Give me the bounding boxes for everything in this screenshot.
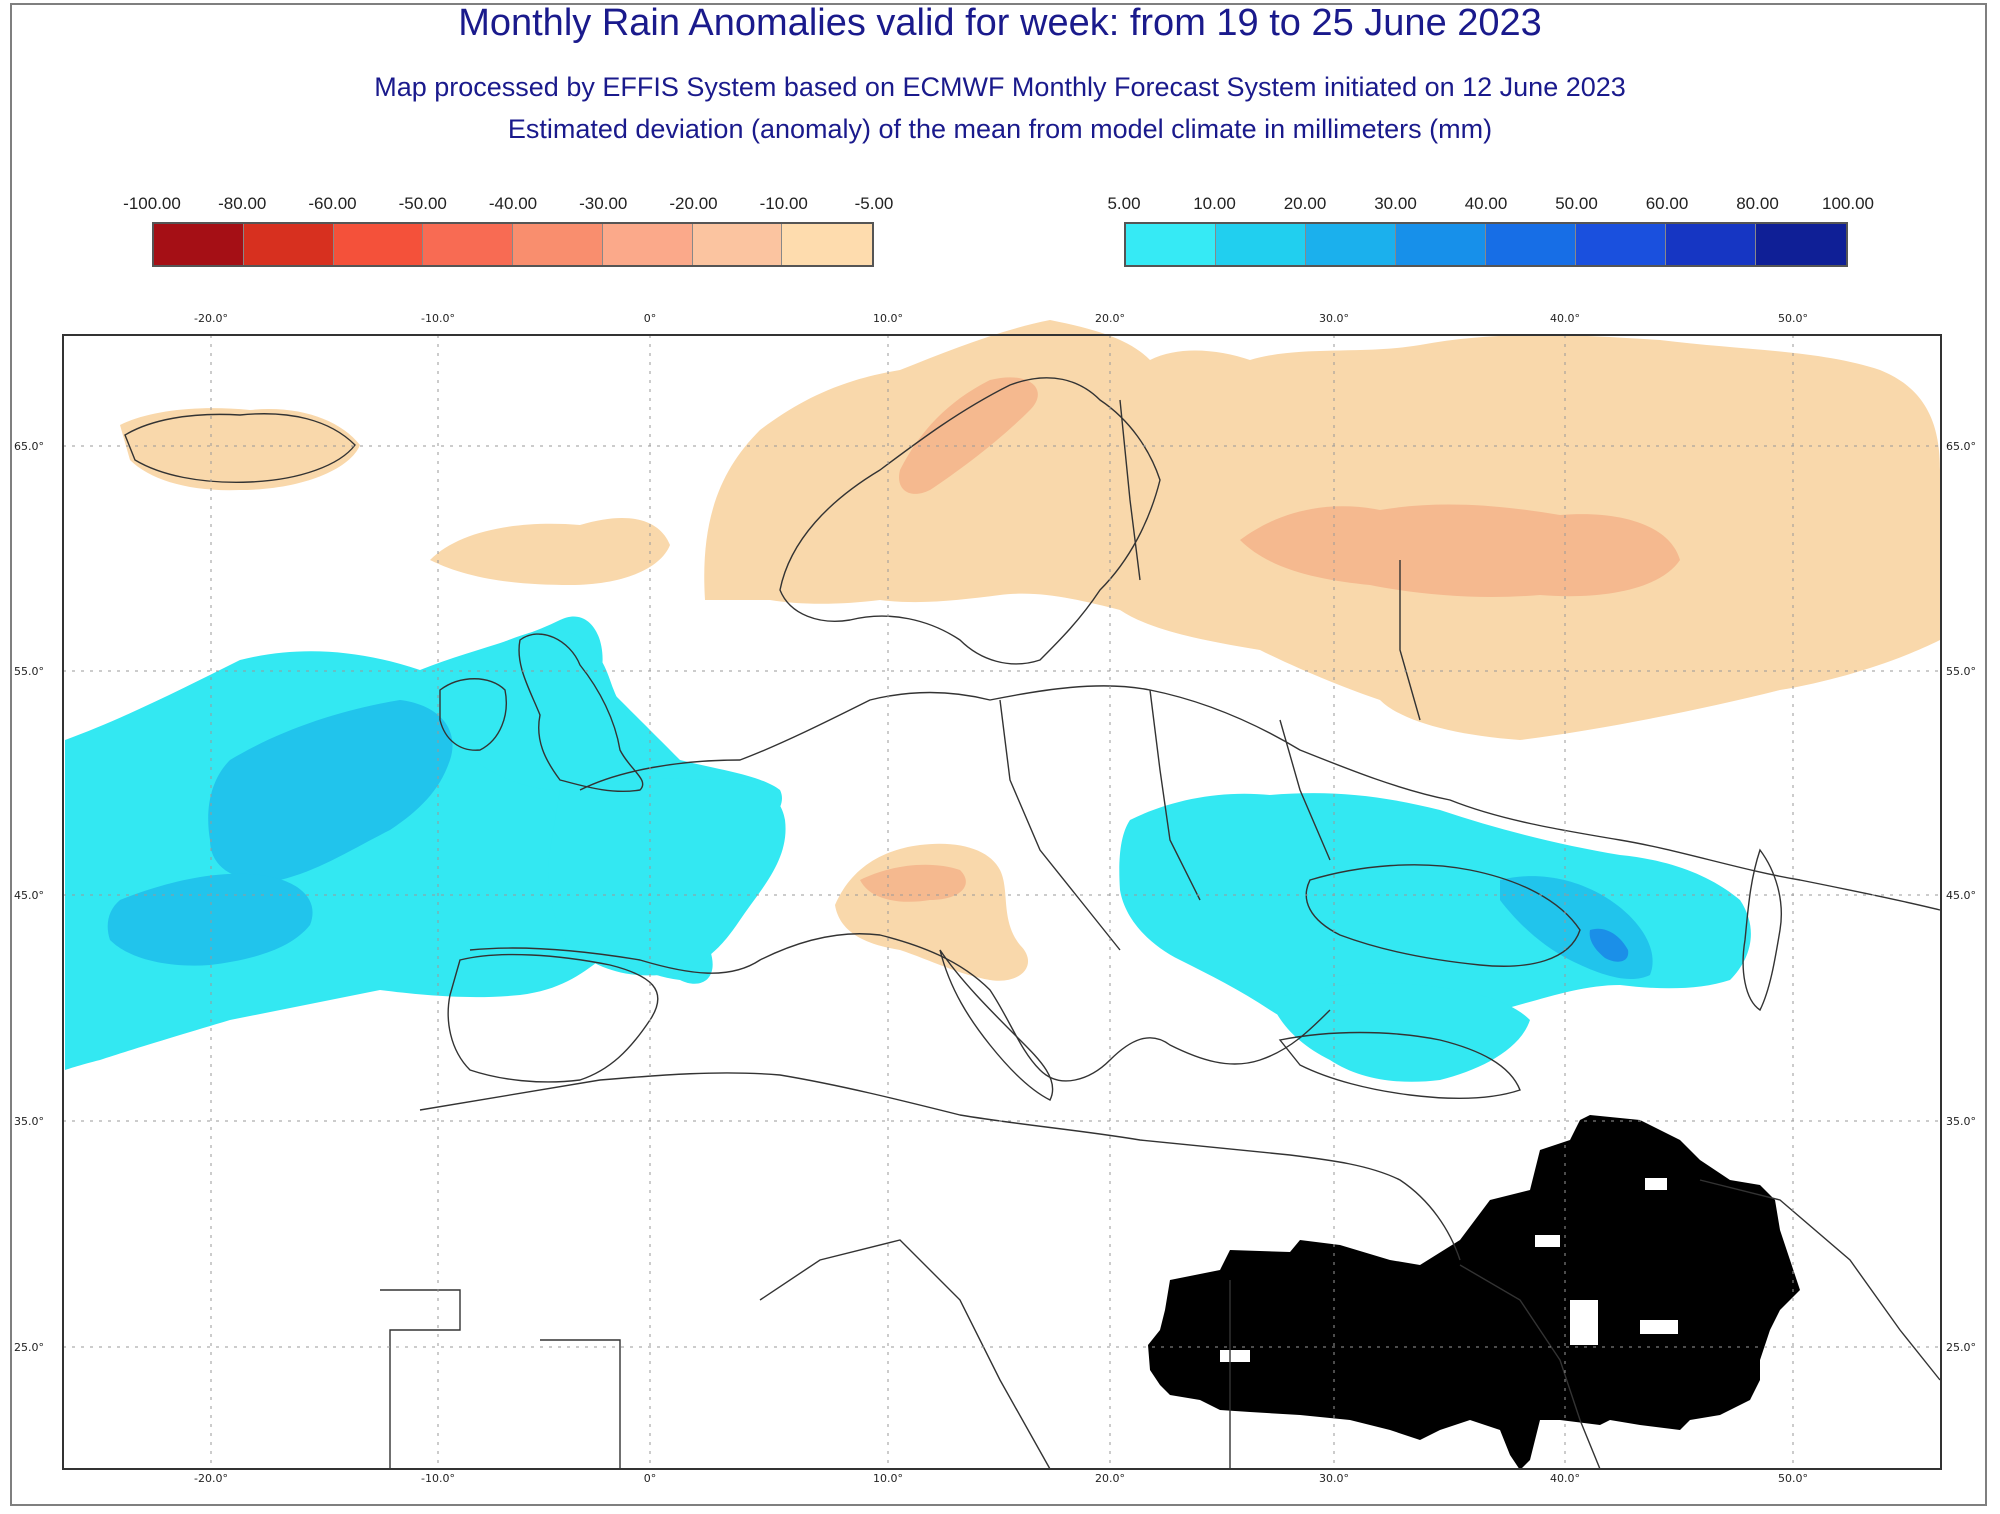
positive-swatch [1126, 224, 1216, 265]
positive-swatch [1666, 224, 1756, 265]
lat-lon-tick-labels: -20.0° -20.0° -10.0° -10.0° 0° 0° 10.0° 10.0° 20… [14, 312, 1976, 1485]
bottom-longitude-label: 0° [644, 1472, 657, 1485]
positive-label: 60.00 [1645, 194, 1689, 213]
no-data-gap [1570, 1300, 1598, 1345]
negative-label: -60.00 [308, 194, 357, 213]
positive-label: 20.00 [1283, 194, 1327, 213]
dry-anomaly-core-alps [860, 864, 966, 902]
no-data-gap [1220, 1350, 1250, 1362]
coastlines-and-borders [124, 377, 1941, 1470]
no-data-gap [1645, 1178, 1667, 1190]
no-data-gap [1640, 1320, 1678, 1334]
top-longitude-label: 0° [644, 312, 657, 325]
negative-label: -40.00 [488, 194, 538, 213]
negative-label: -5.00 [854, 194, 894, 213]
positive-label: 50.00 [1555, 194, 1598, 213]
bottom-longitude-label: 40.0° [1550, 1472, 1580, 1485]
bottom-longitude-label: 50.0° [1778, 1472, 1808, 1485]
map-units-description: Estimated deviation (anomaly) of the mea… [507, 114, 1493, 144]
right-latitude-label: 35.0° [1946, 1115, 1976, 1128]
positive-swatch [1756, 224, 1846, 265]
positive-label: 40.00 [1464, 194, 1508, 213]
top-longitude-label: 30.0° [1319, 312, 1349, 325]
right-latitude-label: 45.0° [1946, 889, 1976, 902]
negative-label: -10.00 [759, 194, 808, 213]
negative-swatch [782, 224, 872, 265]
negative-swatch [692, 224, 783, 265]
negative-label: -50.00 [398, 194, 447, 213]
negative-swatch [243, 224, 334, 265]
negative-swatch [602, 224, 693, 265]
negative-label: -30.00 [579, 194, 628, 213]
lat-lon-gridlines [63, 335, 1941, 1469]
positive-label: 30.00 [1374, 194, 1417, 213]
top-longitude-label: 20.0° [1095, 312, 1125, 325]
right-latitude-label: 65.0° [1946, 440, 1976, 453]
negative-anomaly-colorbar [152, 222, 874, 267]
bottom-longitude-label: -10.0° [421, 1472, 455, 1485]
bottom-longitude-label: 30.0° [1319, 1472, 1349, 1485]
dry-anomaly-region-faroe-norway-sea [430, 517, 670, 585]
negative-label: -80.00 [218, 194, 267, 213]
left-latitude-label: 45.0° [14, 889, 44, 902]
left-latitude-label: 35.0° [14, 1115, 44, 1128]
positive-swatch [1396, 224, 1486, 265]
negative-label: -100.00 [123, 194, 181, 213]
positive-label: 100.00 [1822, 194, 1874, 213]
top-longitude-label: -10.0° [421, 312, 455, 325]
negative-swatch [333, 224, 424, 265]
negative-swatch [154, 224, 244, 265]
positive-swatch [1216, 224, 1306, 265]
positive-label: 10.00 [1193, 194, 1236, 213]
dry-anomaly-region-iceland [120, 408, 360, 491]
bottom-longitude-label: 10.0° [873, 1472, 903, 1485]
map-title: Monthly Rain Anomalies valid for week: f… [458, 2, 1542, 44]
map-subtitle: Map processed by EFFIS System based on E… [374, 72, 1626, 102]
positive-label: 5.00 [1107, 194, 1141, 213]
positive-swatch [1486, 224, 1576, 265]
top-longitude-label: 10.0° [873, 312, 903, 325]
dry-anomaly-core-russia [1240, 504, 1680, 597]
left-latitude-label: 25.0° [14, 1341, 44, 1354]
wet-anomaly-mid-bay-of-biscay [107, 873, 313, 966]
negative-swatch [513, 224, 603, 265]
right-latitude-label: 55.0° [1946, 665, 1976, 678]
top-longitude-label: 50.0° [1778, 312, 1808, 325]
top-longitude-label: 40.0° [1550, 312, 1580, 325]
positive-swatch [1576, 224, 1666, 265]
wet-anomaly-dark-caucasus [1589, 928, 1629, 962]
anomaly-fields [65, 320, 1941, 1470]
bottom-longitude-label: 20.0° [1095, 1472, 1125, 1485]
right-latitude-label: 25.0° [1946, 1341, 1976, 1354]
no-data-gap [1535, 1235, 1560, 1247]
positive-label: 80.00 [1736, 194, 1779, 213]
top-longitude-label: -20.0° [194, 312, 228, 325]
left-latitude-label: 65.0° [14, 440, 44, 453]
wet-anomaly-region-france-spain-north [548, 778, 786, 976]
positive-swatch [1306, 224, 1396, 265]
bottom-longitude-label: -20.0° [194, 1472, 228, 1485]
positive-anomaly-colorbar [1124, 222, 1848, 267]
dry-anomaly-core-norway [899, 377, 1038, 494]
left-latitude-label: 55.0° [14, 665, 44, 678]
wet-anomaly-region-ireland-uk [429, 629, 660, 790]
wet-anomaly-region-turkey [1270, 983, 1530, 1082]
wet-anomaly-region-black-sea [1119, 793, 1751, 1036]
negative-label: -20.00 [669, 194, 718, 213]
map-border [62, 334, 1942, 1470]
wet-anomaly-mid-atlantic [208, 700, 453, 881]
no-data-mask [1148, 1115, 1800, 1470]
negative-swatch [423, 224, 513, 265]
